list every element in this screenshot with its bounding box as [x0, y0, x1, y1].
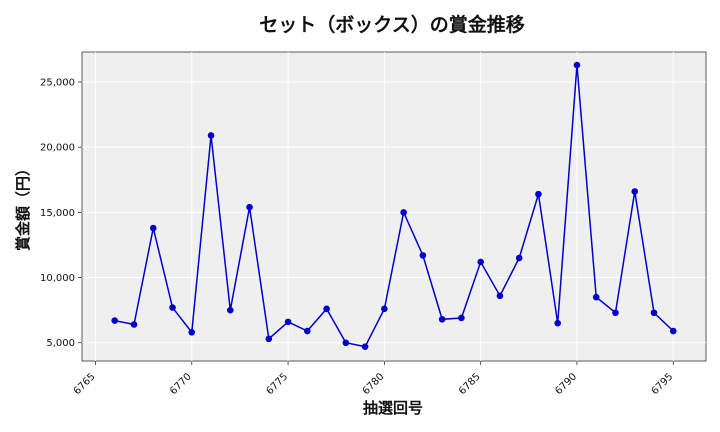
- data-point: [361, 343, 369, 350]
- data-point: [130, 321, 138, 328]
- data-point: [438, 315, 446, 323]
- data-point: [111, 317, 119, 324]
- chart-title: セット（ボックス）の賞金推移: [259, 13, 524, 36]
- data-point: [573, 61, 581, 69]
- data-point: [284, 318, 292, 326]
- data-point: [669, 327, 677, 335]
- x-tick-label: 6765: [72, 371, 98, 397]
- y-tick-label: 25,000: [40, 77, 75, 88]
- data-point: [246, 203, 253, 211]
- data-point: [535, 190, 542, 198]
- data-point: [342, 339, 350, 347]
- series-line: [114, 64, 674, 348]
- data-point: [381, 305, 388, 313]
- y-tick-label: 10,000: [40, 273, 75, 284]
- data-point: [592, 293, 600, 301]
- x-tick-label: 6790: [553, 371, 579, 397]
- x-tick-label: 6770: [168, 371, 194, 397]
- data-point: [496, 292, 504, 300]
- data-point: [650, 309, 658, 317]
- x-axis: 6765 6770 6775 6780 6785 6790 6795: [72, 361, 676, 397]
- data-point: [149, 224, 157, 232]
- grid-lines: [82, 52, 706, 361]
- x-tick-label: 6775: [264, 371, 290, 397]
- data-point: [265, 335, 273, 343]
- y-tick-label: 5,000: [46, 338, 75, 349]
- data-point: [631, 188, 639, 195]
- data-point: [458, 314, 465, 322]
- x-tick-label: 6785: [457, 371, 483, 397]
- data-point: [226, 306, 234, 314]
- x-tick-label: 6795: [650, 371, 676, 397]
- data-point: [323, 305, 330, 313]
- data-point: [400, 209, 407, 216]
- data-point: [169, 304, 176, 311]
- data-point: [304, 327, 311, 335]
- x-tick-label: 6780: [361, 371, 387, 397]
- data-point: [207, 132, 215, 139]
- data-point: [554, 319, 562, 327]
- y-tick-label: 15,000: [40, 208, 75, 219]
- series-layer: [111, 61, 677, 350]
- data-point: [188, 329, 196, 336]
- data-point: [419, 252, 427, 259]
- data-point: [515, 254, 523, 262]
- plot-area: [81, 51, 707, 362]
- x-axis-label: 抽選回号: [363, 399, 423, 417]
- y-tick-label: 20,000: [40, 143, 75, 154]
- data-point: [612, 309, 619, 317]
- y-axis: 5,000 10,000 15,000 20,000 25,000: [40, 77, 82, 349]
- y-axis-label: 賞金額（円）: [14, 161, 32, 251]
- data-point: [477, 258, 484, 266]
